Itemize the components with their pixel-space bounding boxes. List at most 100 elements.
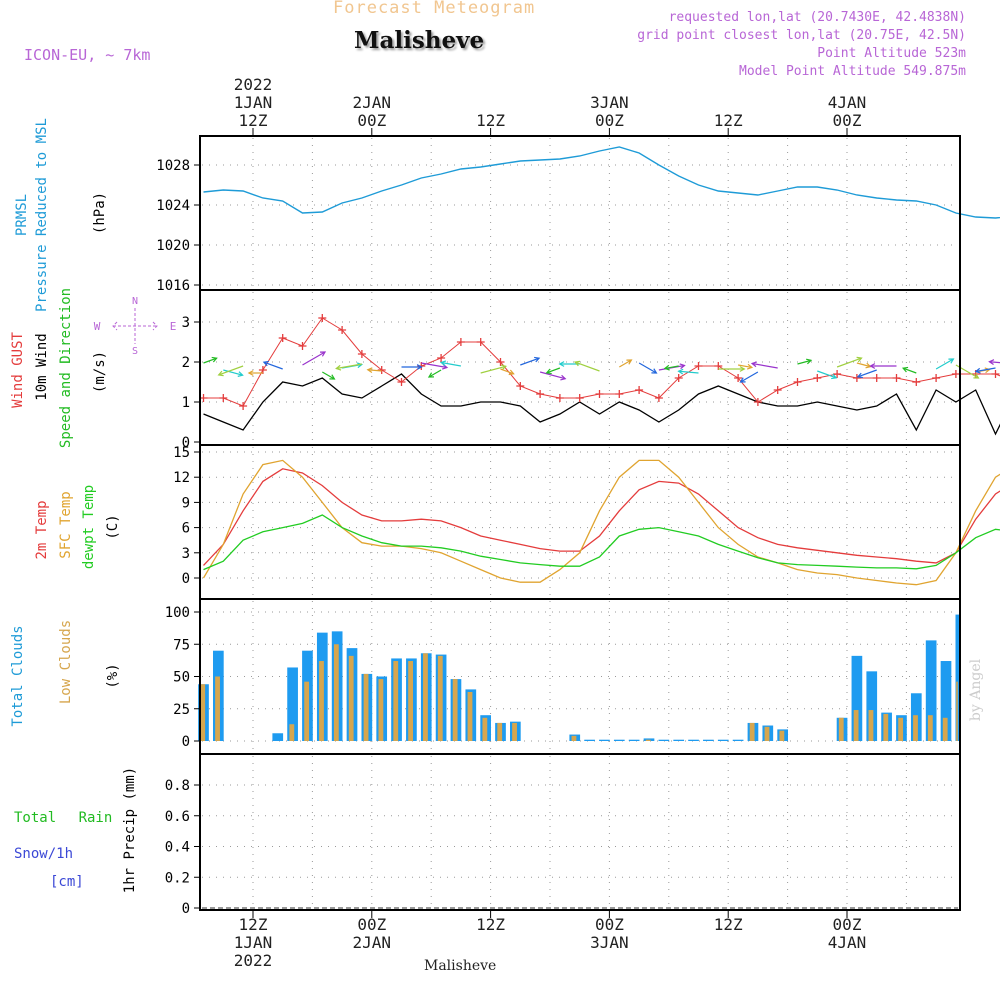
- low-cloud-bar: [378, 679, 384, 741]
- wind-arrow-head: [211, 356, 218, 363]
- gust-marker: [615, 390, 624, 398]
- wind-arrow-head: [901, 366, 909, 373]
- gust-marker: [991, 370, 1000, 378]
- wind-direction-arrow: [857, 369, 877, 378]
- wind-direction-arrow: [975, 367, 996, 373]
- low-cloud-bar: [956, 681, 958, 741]
- gust-marker: [694, 362, 703, 370]
- low-cloud-bar: [898, 717, 904, 741]
- pressure-label: Pressure Reduced to MSL: [34, 118, 50, 312]
- y-tick-label: 9: [182, 495, 190, 511]
- wind-arrow-head: [573, 360, 581, 367]
- x-bottom-label: 00Z: [357, 915, 386, 934]
- low-cloud-bar: [883, 713, 889, 741]
- x-bottom-label: 2022: [234, 951, 273, 970]
- total-cloud-bar: [925, 640, 937, 741]
- wind-direction-arrow: [989, 361, 1000, 364]
- gust-marker: [773, 386, 782, 394]
- total-cloud-bar: [272, 733, 284, 741]
- x-top-label: 12Z: [476, 111, 505, 130]
- total-cloud-bar: [717, 739, 729, 741]
- y-tick-label: 0: [182, 734, 190, 750]
- total-cloud-bar: [688, 739, 699, 741]
- low-cloud-bar: [853, 710, 859, 741]
- wind-arrow-head: [427, 372, 434, 378]
- wind-gust-label: Wind GUST: [10, 332, 26, 408]
- meteogram-title: Forecast Meteogram: [333, 0, 536, 18]
- wind-arrow-head: [262, 360, 269, 367]
- x-bottom-label: 4JAN: [828, 933, 867, 952]
- y-tick-label: 3: [182, 315, 190, 331]
- x-top-label: 00Z: [595, 111, 624, 130]
- wind-direction-arrow: [263, 361, 283, 370]
- total-cloud-bar: [940, 661, 952, 741]
- pct-unit-label: (%): [105, 663, 121, 689]
- wind-arrow-head: [739, 377, 746, 383]
- y-tick-label: 15: [173, 445, 190, 461]
- wind-direction-arrow: [836, 357, 862, 368]
- wind-direction-arrow: [480, 365, 506, 374]
- wind-arrow-head: [948, 358, 955, 364]
- x-top-label: 4JAN: [828, 93, 867, 112]
- dewpt-temp-label: dewpt Temp: [81, 484, 97, 570]
- compass-s: S: [132, 346, 138, 357]
- low-cloud-bar: [304, 681, 310, 741]
- c-unit-label: (C): [105, 514, 121, 540]
- temp-2m-line: [203, 468, 1000, 566]
- wind-direction-arrow: [441, 361, 462, 367]
- wind-arrow-head: [534, 356, 541, 363]
- low-cloud-bar: [333, 644, 339, 741]
- total-cloud-bar: [613, 739, 625, 741]
- wind-direction-arrow: [574, 361, 600, 372]
- gust-marker: [892, 374, 901, 382]
- gust-marker: [575, 394, 584, 402]
- wind-direction-arrow: [902, 367, 917, 374]
- x-top-label: 12Z: [239, 111, 268, 130]
- gust-marker: [318, 314, 327, 322]
- model-altitude: Model Point Altitude 549.875m: [739, 64, 966, 79]
- wind-arrow-head: [217, 370, 224, 377]
- wind-arrow-head: [679, 363, 686, 370]
- low-cloud-bar: [645, 739, 651, 741]
- total-cloud-bar: [584, 739, 595, 741]
- gust-marker: [833, 370, 842, 378]
- total-cloud-bar: [955, 614, 959, 741]
- wind-direction-arrow: [856, 362, 871, 368]
- total-cloud-bar: [658, 739, 670, 741]
- compass-rose: [112, 308, 158, 344]
- total-cloud-bar: [287, 667, 298, 741]
- wind-direction-arrow: [203, 357, 217, 364]
- y-tick-label: 1: [182, 395, 190, 411]
- frame-layer: [194, 128, 961, 918]
- gust-marker: [674, 374, 683, 382]
- total-cloud-bar: [673, 739, 685, 741]
- gust-marker: [872, 374, 881, 382]
- x-top-label: 00Z: [833, 111, 862, 130]
- sfc-temp-line: [202, 459, 1000, 586]
- hpa-unit-label: (hPa): [92, 191, 108, 235]
- snow-label: Snow/1h: [14, 846, 74, 862]
- x-top-label: 2022: [234, 75, 273, 94]
- cm-label: [cm]: [50, 874, 84, 890]
- total-rain-label: Total Rain: [14, 810, 113, 826]
- y-tick-label: 25: [173, 702, 190, 718]
- y-tick-label: 1024: [156, 198, 190, 214]
- gust-marker: [437, 354, 446, 362]
- gust-marker: [278, 334, 287, 342]
- gust-marker: [793, 378, 802, 386]
- wind-direction-arrow: [751, 362, 778, 369]
- wind-arrow-head: [806, 358, 813, 365]
- wind-arrow-head: [237, 371, 244, 377]
- panel-frame-1: [199, 289, 961, 446]
- total-cloud-bar: [628, 739, 640, 741]
- gust-marker: [357, 350, 366, 358]
- wind-direction-arrow: [500, 368, 514, 375]
- wind-direction-arrow: [321, 371, 335, 380]
- wind-direction-arrow: [428, 369, 442, 378]
- y-tick-label: 2: [182, 355, 190, 371]
- y-tick-label: 1028: [156, 158, 190, 174]
- point-altitude: Point Altitude 523m: [817, 46, 966, 61]
- gust-marker: [813, 374, 822, 382]
- dewpt-temp-line: [203, 514, 1000, 571]
- wind-arrow-head: [973, 373, 980, 379]
